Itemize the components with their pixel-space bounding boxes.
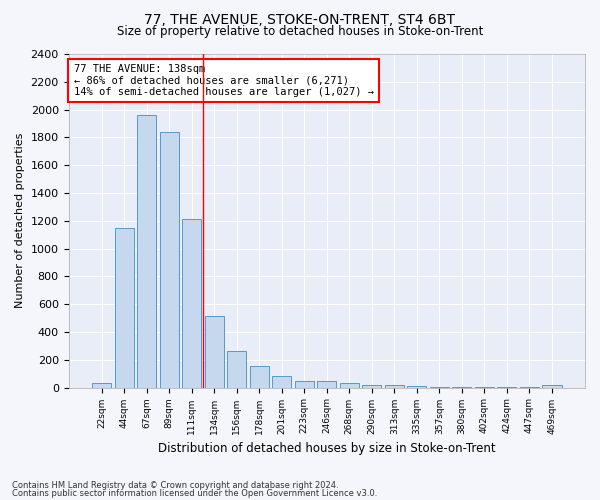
X-axis label: Distribution of detached houses by size in Stoke-on-Trent: Distribution of detached houses by size … bbox=[158, 442, 496, 455]
Bar bbox=[205, 316, 224, 388]
Bar bbox=[497, 387, 517, 388]
Y-axis label: Number of detached properties: Number of detached properties bbox=[15, 133, 25, 308]
Bar bbox=[340, 382, 359, 388]
Text: Contains HM Land Registry data © Crown copyright and database right 2024.: Contains HM Land Registry data © Crown c… bbox=[12, 480, 338, 490]
Bar bbox=[385, 386, 404, 388]
Bar bbox=[430, 387, 449, 388]
Bar bbox=[137, 115, 156, 388]
Bar bbox=[407, 386, 427, 388]
Bar bbox=[227, 350, 246, 388]
Bar bbox=[92, 384, 111, 388]
Bar bbox=[452, 387, 472, 388]
Bar bbox=[362, 385, 382, 388]
Bar bbox=[542, 385, 562, 388]
Bar bbox=[182, 218, 201, 388]
Text: Contains public sector information licensed under the Open Government Licence v3: Contains public sector information licen… bbox=[12, 489, 377, 498]
Bar bbox=[317, 382, 337, 388]
Bar bbox=[520, 387, 539, 388]
Text: Size of property relative to detached houses in Stoke-on-Trent: Size of property relative to detached ho… bbox=[117, 25, 483, 38]
Bar bbox=[250, 366, 269, 388]
Bar bbox=[115, 228, 134, 388]
Bar bbox=[295, 380, 314, 388]
Bar bbox=[475, 387, 494, 388]
Bar bbox=[272, 376, 291, 388]
Bar bbox=[160, 132, 179, 388]
Text: 77 THE AVENUE: 138sqm
← 86% of detached houses are smaller (6,271)
14% of semi-d: 77 THE AVENUE: 138sqm ← 86% of detached … bbox=[74, 64, 374, 97]
Text: 77, THE AVENUE, STOKE-ON-TRENT, ST4 6BT: 77, THE AVENUE, STOKE-ON-TRENT, ST4 6BT bbox=[145, 12, 455, 26]
